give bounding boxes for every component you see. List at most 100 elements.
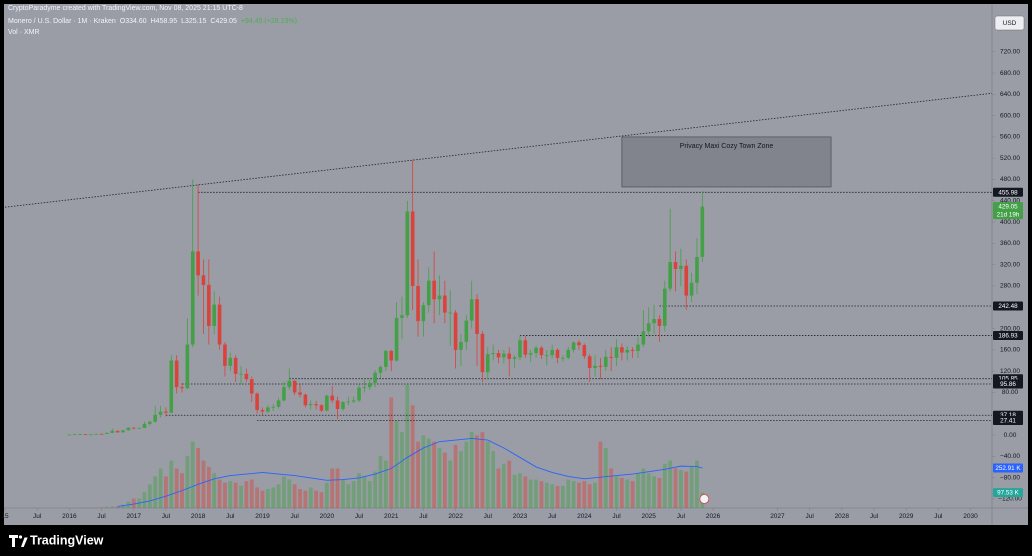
volume-bar	[469, 432, 474, 508]
candle-body	[239, 373, 243, 375]
countdown: 21d 19h	[997, 212, 1020, 219]
volume-bar	[142, 492, 147, 508]
level-badge-bg	[993, 379, 1023, 389]
x-tick-label: Jul	[805, 513, 814, 520]
volume-bar	[287, 479, 292, 508]
volume-bar	[512, 474, 517, 508]
candle-body	[662, 288, 667, 326]
x-tick-label: 2019	[255, 513, 270, 520]
level-badge-bg	[993, 331, 1023, 341]
level-badge: 27.41	[1000, 417, 1016, 424]
volume-bar	[577, 482, 581, 508]
level-badge-bg	[993, 415, 1023, 425]
volume-bar	[105, 506, 109, 508]
volume-ma-line	[117, 438, 703, 507]
candle-body	[534, 347, 538, 354]
volume-bar	[131, 498, 136, 508]
symbol-line: Monero / U.S. Dollar · 1M · Kraken O334.6…	[8, 18, 297, 25]
volume-bar	[550, 484, 555, 508]
x-tick-label: Jul	[548, 513, 557, 520]
level-badge: 455.98	[998, 189, 1018, 196]
candle-body	[314, 404, 318, 406]
candle-body	[207, 284, 211, 326]
candle-body	[496, 353, 501, 358]
y-tick-label: 0.00	[1004, 432, 1017, 439]
volume-bar	[324, 482, 329, 508]
quote-value: O334.60	[120, 18, 147, 25]
y-tick-label: 280.00	[1000, 283, 1020, 290]
currency-button[interactable]	[994, 15, 1025, 31]
x-tick-label: 2027	[770, 513, 785, 520]
candle-body	[394, 317, 399, 361]
x-tick-label: Jul	[291, 513, 300, 520]
candle-body	[228, 357, 233, 366]
y-tick-label: 560.00	[1000, 134, 1020, 141]
tradingview-logo	[9, 535, 28, 547]
candle-body	[630, 349, 635, 351]
volume-title: Vol · XMR	[8, 29, 40, 36]
candle-body	[491, 353, 495, 355]
candle-body	[105, 432, 109, 434]
currency-button-label[interactable]: USD	[1003, 20, 1017, 27]
y-tick-label: 80.00	[1002, 389, 1019, 396]
volume-bar	[636, 473, 640, 508]
candle-body	[190, 251, 195, 345]
x-tick-label: Jul	[355, 513, 364, 520]
candle-body	[384, 350, 388, 367]
volume-bar	[255, 487, 260, 508]
volume-bar	[539, 481, 544, 508]
volume-bar	[625, 479, 630, 508]
volume-bar	[196, 447, 201, 508]
candle-body	[362, 387, 367, 388]
candle-body	[577, 342, 581, 346]
volume-bar	[282, 476, 286, 508]
volume-bar	[673, 468, 678, 508]
logo-dot	[18, 535, 23, 539]
candle-body	[201, 275, 206, 285]
volume-bar	[239, 485, 243, 508]
x-tick-label: 2025	[641, 513, 656, 520]
candle-body	[603, 356, 608, 367]
zone-label: Privacy Maxi Cozy Town Zone	[680, 143, 774, 150]
y-tick-label: 440.00	[1000, 198, 1020, 205]
candle-body	[432, 280, 436, 300]
candle-body	[544, 355, 549, 357]
candle-body	[303, 394, 308, 406]
volume-bar	[351, 481, 356, 508]
candle-body	[475, 299, 479, 334]
candle-body	[571, 342, 576, 350]
candle-body	[700, 206, 705, 257]
logo-mark	[21, 537, 28, 547]
volume-bar	[566, 479, 571, 508]
volume-bar	[212, 473, 217, 508]
candle-body	[212, 304, 217, 326]
volume-bar	[265, 489, 270, 508]
candle-body	[217, 304, 222, 345]
candle-body	[679, 265, 683, 269]
x-tick-label: 2030	[963, 513, 978, 520]
candle-body	[464, 320, 469, 342]
y-tick-label: 720.00	[1000, 48, 1020, 55]
volume-bar	[695, 460, 699, 508]
volume-bar	[190, 441, 195, 508]
candle-body	[287, 380, 292, 388]
candle-body	[459, 341, 463, 350]
volume-bar	[206, 466, 211, 508]
level-badge-bg	[993, 301, 1023, 311]
candle-body	[512, 357, 517, 359]
candle-body	[153, 414, 157, 422]
y-tick-label: 400.00	[1000, 219, 1020, 226]
volume-bar	[609, 468, 614, 508]
candle-body	[566, 349, 571, 358]
volume-bar	[276, 484, 281, 508]
candle-body	[587, 356, 592, 368]
volume-bar	[630, 481, 635, 508]
volume-bar	[249, 479, 254, 508]
axes: 720.00 680.00 640.00 600.00 560.00 520.00 480.…	[1, 48, 1023, 520]
x-tick-label: Jul	[33, 513, 42, 520]
candle-body	[561, 357, 565, 359]
volume-bar	[485, 441, 490, 508]
candle-body	[89, 434, 93, 436]
x-tick-label: Jul	[677, 513, 686, 520]
candle-body	[255, 393, 259, 411]
